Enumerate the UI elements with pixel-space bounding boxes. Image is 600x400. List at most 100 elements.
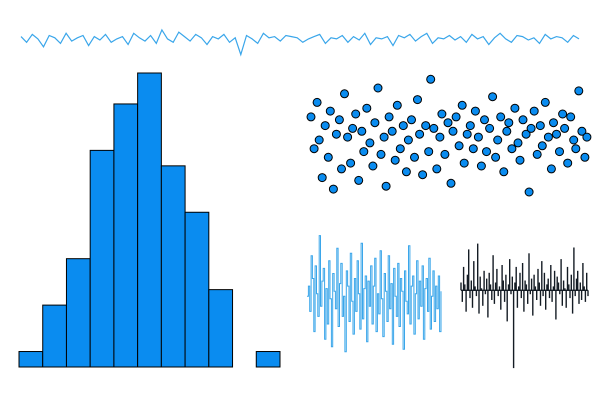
scatter-point [518,115,528,125]
scatter-point [515,155,525,165]
scatter-point [384,112,394,122]
scatter-point [365,138,375,148]
scatter-point [418,170,428,180]
scatter-point [473,132,483,142]
scatter-point [558,109,568,119]
scatter-point [395,144,405,154]
scatter-point [540,97,550,107]
stem-bar-panel [460,243,589,369]
scatter-point [370,118,380,128]
scatter-point [312,97,322,107]
scatter-point [401,167,411,177]
histogram-bar [208,289,234,368]
scatter-point [577,126,587,136]
scatter-point [424,147,434,157]
scatter-point [403,135,413,145]
histogram-bar [255,351,281,368]
scatter-point [513,138,523,148]
histogram-bar [184,211,210,368]
scatter-point [529,106,539,116]
scatter-point [448,126,458,136]
scatter-point [376,149,386,159]
scatter-point [552,129,561,139]
scatter-point [532,149,542,159]
scatter-point [426,74,436,84]
scatter-point [580,152,590,162]
scatter-point [373,83,383,93]
scatter-point [387,126,397,136]
scatter-point [407,115,416,125]
scatter-point [440,149,450,159]
scatter-point [435,132,445,142]
scatter-point [451,112,461,122]
scatter-point [334,115,344,125]
scatter-point [569,135,579,145]
scatter-point [571,144,581,154]
scatter-point [543,132,553,142]
scatter-point [337,164,346,174]
scatter-point [340,89,349,99]
scatter-point [309,144,319,154]
scatter-point [493,135,503,145]
scatter-point [317,173,327,183]
scatter-point [582,132,592,142]
scatter-point [491,152,501,162]
scatter-point [488,92,498,102]
scatter-point [392,100,402,110]
step-line-panel [307,235,442,353]
scatter-point [343,132,353,142]
scatter-point [502,126,512,136]
scatter-point [537,141,547,151]
scatter-point [359,147,369,157]
sparkline-panel [20,28,580,57]
scatter-point [421,121,431,131]
scatter-point [480,115,489,125]
scatter-point [357,126,367,136]
scatter-point [446,178,456,188]
scatter-point [432,164,442,174]
scatter-point [504,118,514,128]
scatter-point [496,112,506,122]
scatter-point [454,141,464,151]
scatter-point [314,135,324,145]
scatter-point [459,158,469,168]
scatter-point [457,100,467,110]
scatter-point [331,129,341,139]
scatter-point [328,184,338,194]
histogram-bar [160,165,186,368]
scatter-point [410,152,419,162]
scatter-point [555,147,564,157]
scatter-point [320,121,330,131]
histogram-bar [65,258,91,368]
scatter-point [465,121,475,131]
scatter-point [390,155,400,165]
scatter-point [398,121,408,131]
scatter-point [362,103,372,113]
scatter-point [485,123,495,133]
scatter-point [381,181,391,191]
scatter-point [323,152,333,162]
sparkline-series [20,28,580,57]
scatter-point [368,161,378,171]
scatter-point [482,147,491,157]
scatter-point [351,109,361,119]
scatter-point [549,118,558,128]
scatter-point [476,161,486,171]
scatter-point [510,103,520,113]
scatter-point [413,95,422,105]
scatter-point [354,175,364,185]
scatter-point [563,158,573,168]
scatter-point [574,86,584,96]
scatter-panel [306,74,592,197]
scatter-point [429,123,439,133]
scatter-point [521,129,531,139]
histogram-bar [113,103,139,368]
scatter-point [306,112,316,122]
histogram-bar [137,72,162,368]
scatter-point [379,132,389,142]
histogram-panel [18,72,281,368]
scatter-point [468,144,478,154]
scatter-point [325,106,335,116]
histogram-bar [18,351,44,368]
